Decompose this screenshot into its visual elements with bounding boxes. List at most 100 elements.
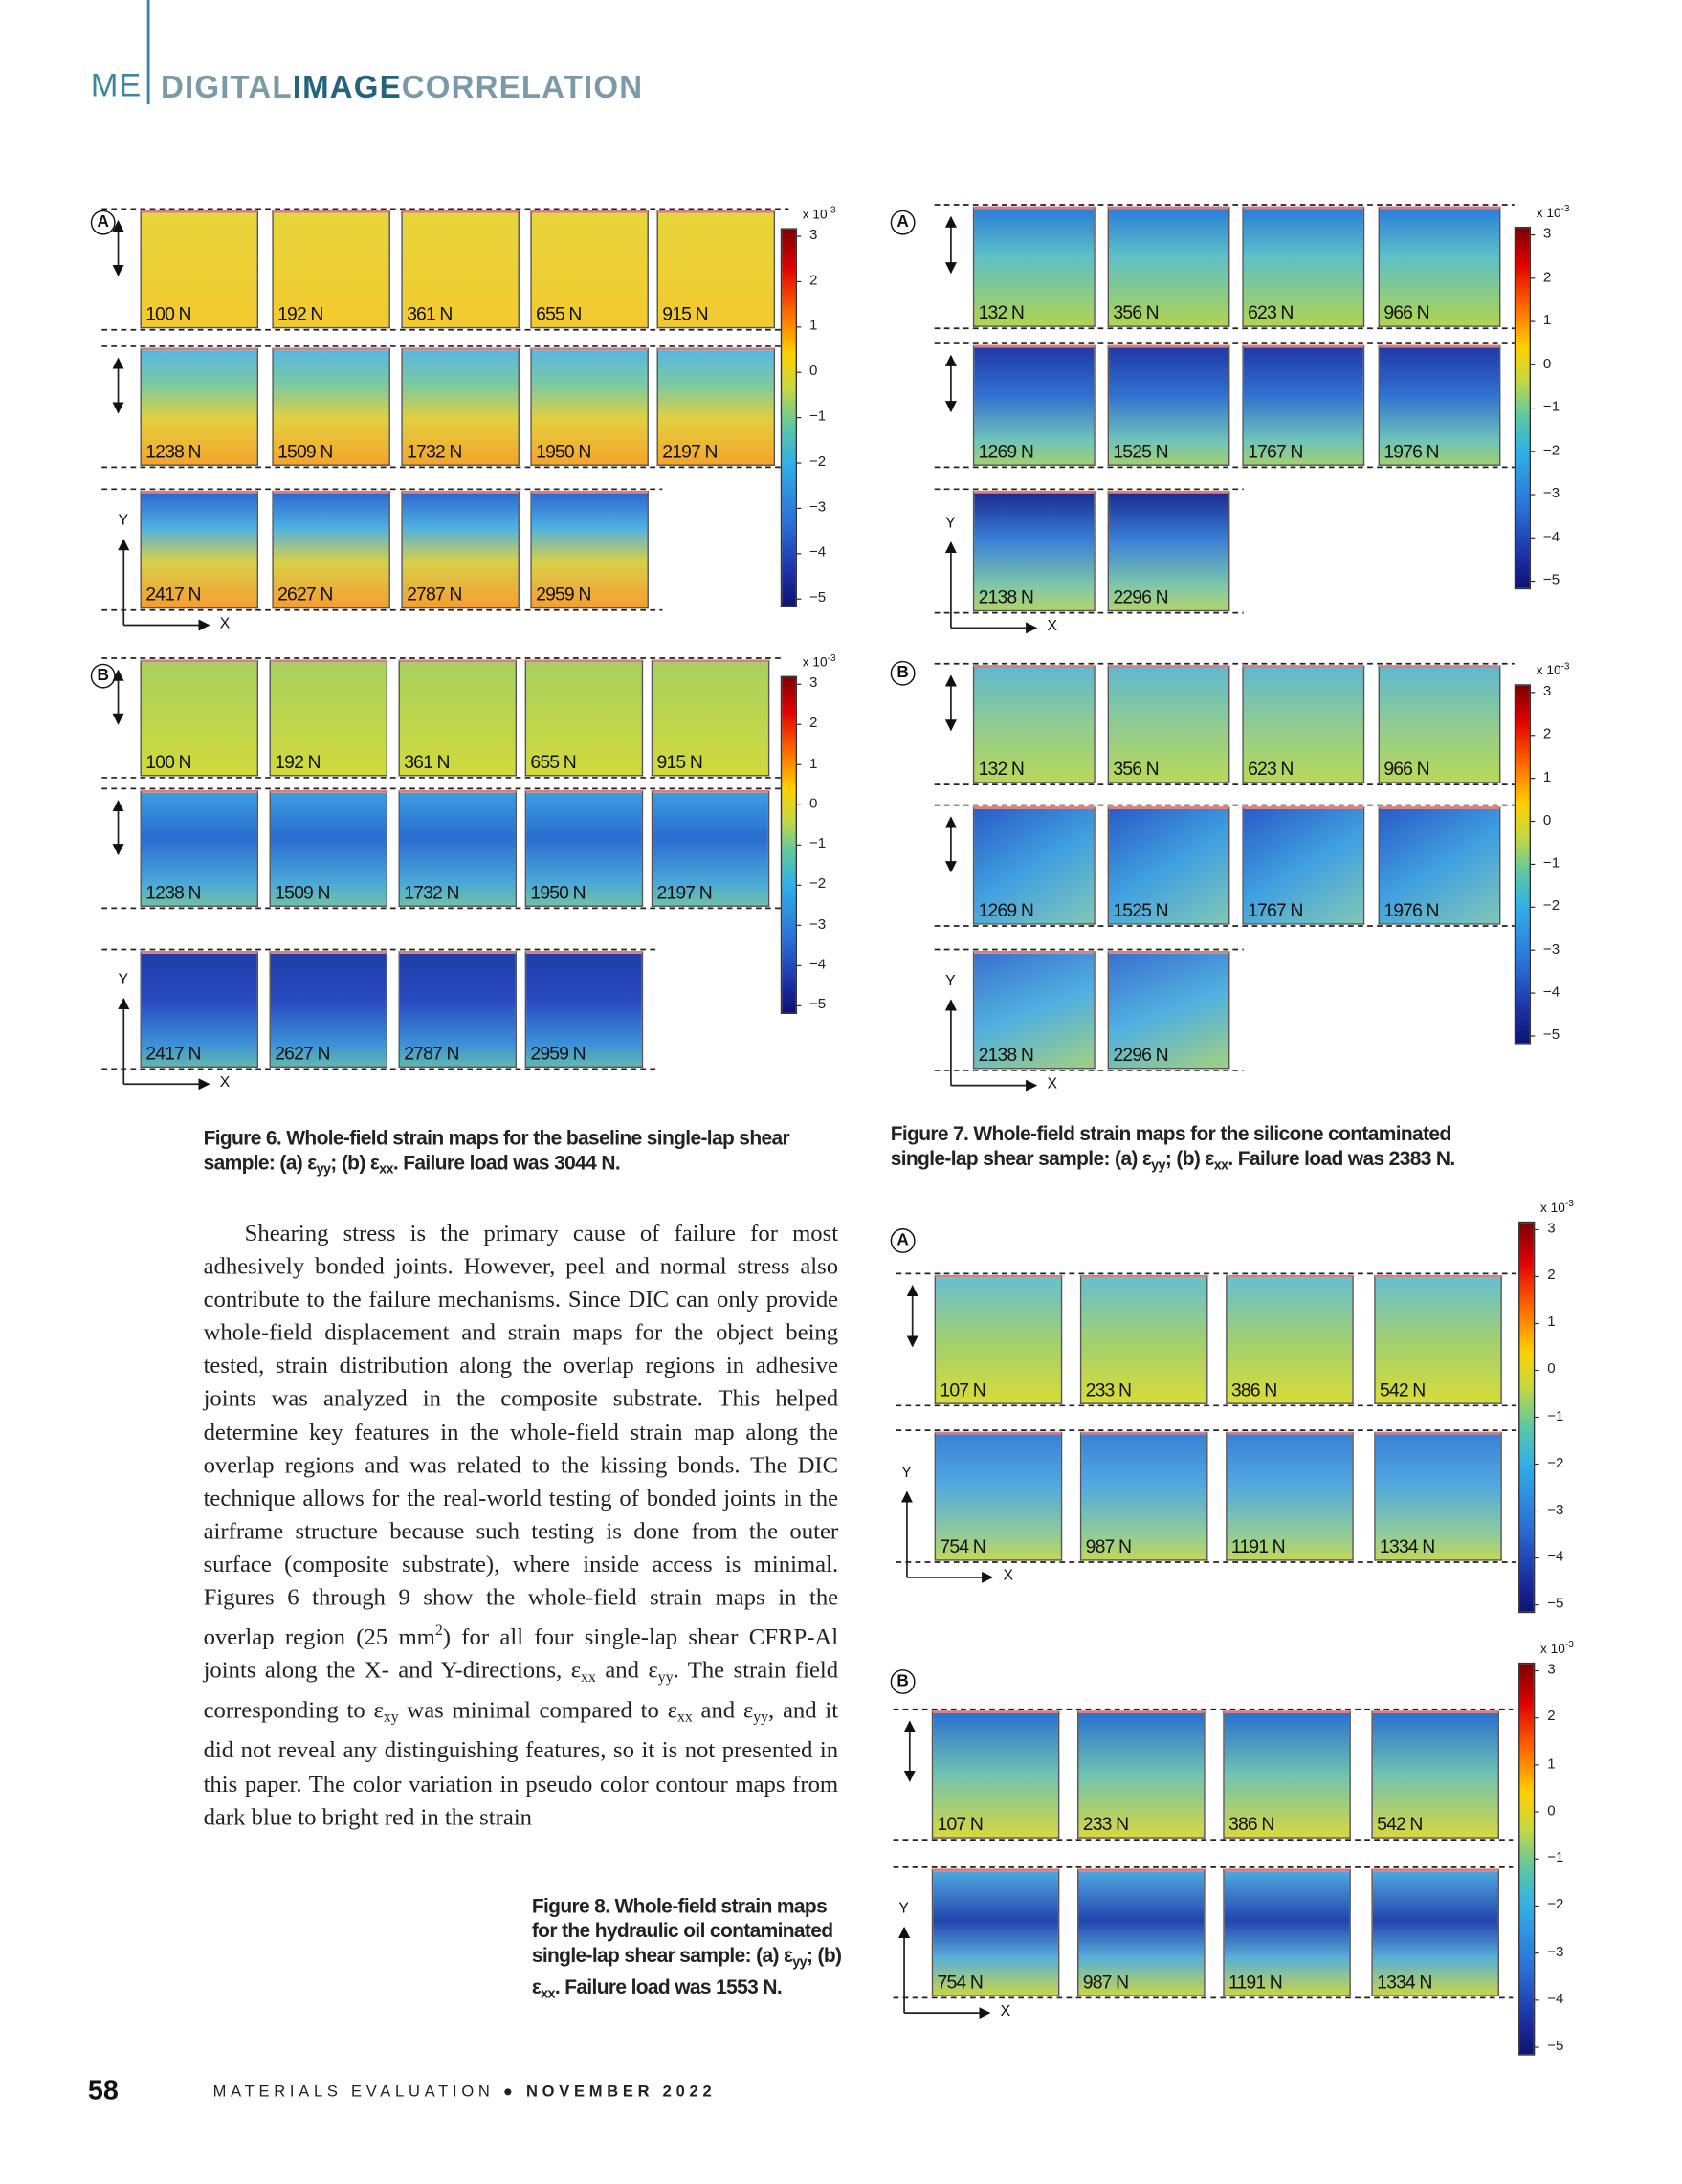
x-axis-label: X	[1047, 618, 1057, 635]
load-label: 2627 N	[277, 584, 333, 605]
colorbar-multiplier: x 10-3	[803, 654, 836, 671]
multiplier-base: x 10	[1536, 206, 1561, 222]
colorbar-tick-label: −5	[808, 589, 827, 607]
load-label: 2197 N	[662, 441, 718, 462]
load-label: 1732 N	[404, 882, 459, 903]
colorbar-tick-label: 0	[1542, 811, 1552, 828]
x-axis-label: X	[1003, 1567, 1014, 1585]
caption-segment: yy	[1151, 1158, 1165, 1174]
panel-letter: A	[890, 1228, 916, 1253]
load-label: 361 N	[404, 751, 450, 773]
colorbar-tick-label: −3	[808, 916, 827, 933]
colorbar-tick-label: −2	[1547, 1896, 1564, 1913]
load-label: 132 N	[978, 301, 1025, 323]
colorbar-multiplier: x 10-3	[1537, 662, 1570, 678]
caption-segment: Figure 8. Whole-field strain maps for th…	[531, 1896, 833, 1968]
colorbar-tick-label: 1	[808, 317, 818, 335]
caption-segment: . Failure load was 3044 N.	[392, 1153, 621, 1176]
load-label: 2787 N	[407, 584, 462, 605]
load-label: 915 N	[656, 751, 703, 773]
colorbar-tick-label: 3	[808, 674, 818, 692]
strain-map: 655 N	[530, 210, 649, 329]
colorbar-tick-label: −4	[1542, 983, 1560, 1001]
multiplier-exponent: -3	[827, 653, 836, 664]
caption-segment: xx	[379, 1162, 393, 1178]
strain-map: 386 N	[1223, 1710, 1351, 1839]
colorbar-tick-label: −1	[808, 408, 827, 425]
load-label: 1509 N	[277, 441, 333, 462]
header-title-part: CORRELATION	[401, 68, 644, 105]
colorbar-tick-label: 2	[808, 272, 818, 289]
colorbar-tick-label: 0	[808, 795, 818, 812]
colorbar-tick-label: −4	[1542, 528, 1560, 545]
load-label: 2417 N	[145, 584, 201, 605]
body-segment: yy	[753, 1710, 769, 1727]
strain-map: 623 N	[1242, 206, 1365, 327]
strain-map: 1191 N	[1223, 1868, 1351, 1996]
load-label: 2197 N	[656, 882, 713, 903]
load-label: 1976 N	[1383, 441, 1439, 462]
load-label: 754 N	[940, 1535, 985, 1557]
strain-map: 915 N	[656, 210, 776, 329]
strain-map: 1238 N	[140, 789, 259, 907]
load-label: 987 N	[1085, 1535, 1132, 1557]
panel-letter: A	[890, 210, 916, 235]
colorbar-tick-label: 0	[1547, 1360, 1556, 1378]
load-label: 1269 N	[978, 441, 1034, 462]
strain-map: 754 N	[934, 1431, 1063, 1561]
multiplier-base: x 10	[1540, 1642, 1565, 1658]
figure-caption: Figure 6. Whole-field strain maps for th…	[204, 1127, 822, 1183]
load-label: 655 N	[536, 303, 582, 324]
strain-map: 2296 N	[1107, 950, 1230, 1070]
strain-map: 2417 N	[140, 950, 259, 1068]
strain-map: 1509 N	[269, 789, 388, 907]
panel-letter: A	[90, 210, 116, 235]
colorbar-tick-label: −1	[1547, 1849, 1564, 1866]
multiplier-exponent: -3	[1560, 662, 1570, 673]
load-label: 2296 N	[1113, 1044, 1168, 1066]
load-label: 1732 N	[407, 441, 462, 462]
load-label: 1269 N	[978, 899, 1034, 921]
strain-map: 623 N	[1242, 665, 1365, 783]
colorbar-tick-label: −3	[808, 498, 827, 516]
load-label: 192 N	[277, 303, 323, 324]
header-title: DIGITALIMAGECORRELATION	[161, 69, 643, 106]
load-label: 107 N	[937, 1813, 984, 1835]
colorbar-tick-label: −4	[808, 956, 827, 973]
load-label: 2138 N	[978, 586, 1034, 607]
strain-map: 233 N	[1079, 1274, 1208, 1404]
colorbar	[1514, 684, 1532, 1045]
multiplier-exponent: -3	[1564, 1640, 1574, 1650]
header-title-part: IMAGE	[292, 68, 402, 105]
colorbar-tick-label: −4	[1547, 1548, 1564, 1565]
load-label: 2787 N	[404, 1043, 459, 1064]
load-label: 2959 N	[530, 1043, 586, 1064]
panel-letter: B	[890, 660, 916, 686]
figure-caption: Figure 7. Whole-field strain maps for th…	[891, 1122, 1495, 1179]
load-label: 233 N	[1085, 1379, 1132, 1401]
y-axis-label: Y	[945, 972, 956, 990]
colorbar-tick-label: 3	[1542, 225, 1552, 242]
strain-map: 2138 N	[972, 950, 1096, 1070]
load-label: 623 N	[1248, 758, 1294, 780]
load-label: 386 N	[1230, 1379, 1277, 1401]
colorbar-tick-label: −3	[1542, 940, 1560, 958]
strain-map: 356 N	[1107, 665, 1230, 783]
caption-segment: xx	[541, 1986, 555, 2002]
colorbar-tick-label: −5	[808, 996, 827, 1013]
x-axis-label: X	[219, 615, 231, 632]
strain-map: 1191 N	[1226, 1431, 1354, 1561]
strain-map: 2959 N	[524, 950, 644, 1068]
load-label: 1525 N	[1113, 441, 1168, 462]
load-label: 915 N	[662, 303, 708, 324]
strain-map: 754 N	[931, 1868, 1060, 1996]
header-title-part: DIGITAL	[161, 68, 293, 105]
multiplier-exponent: -3	[1564, 1199, 1574, 1209]
body-segment: and ε	[595, 1657, 658, 1684]
colorbar-tick-label: −5	[1547, 2037, 1564, 2055]
load-label: 132 N	[978, 758, 1025, 780]
strain-map: 1525 N	[1107, 344, 1230, 466]
load-label: 100 N	[145, 751, 191, 773]
strain-map: 1976 N	[1378, 344, 1501, 466]
